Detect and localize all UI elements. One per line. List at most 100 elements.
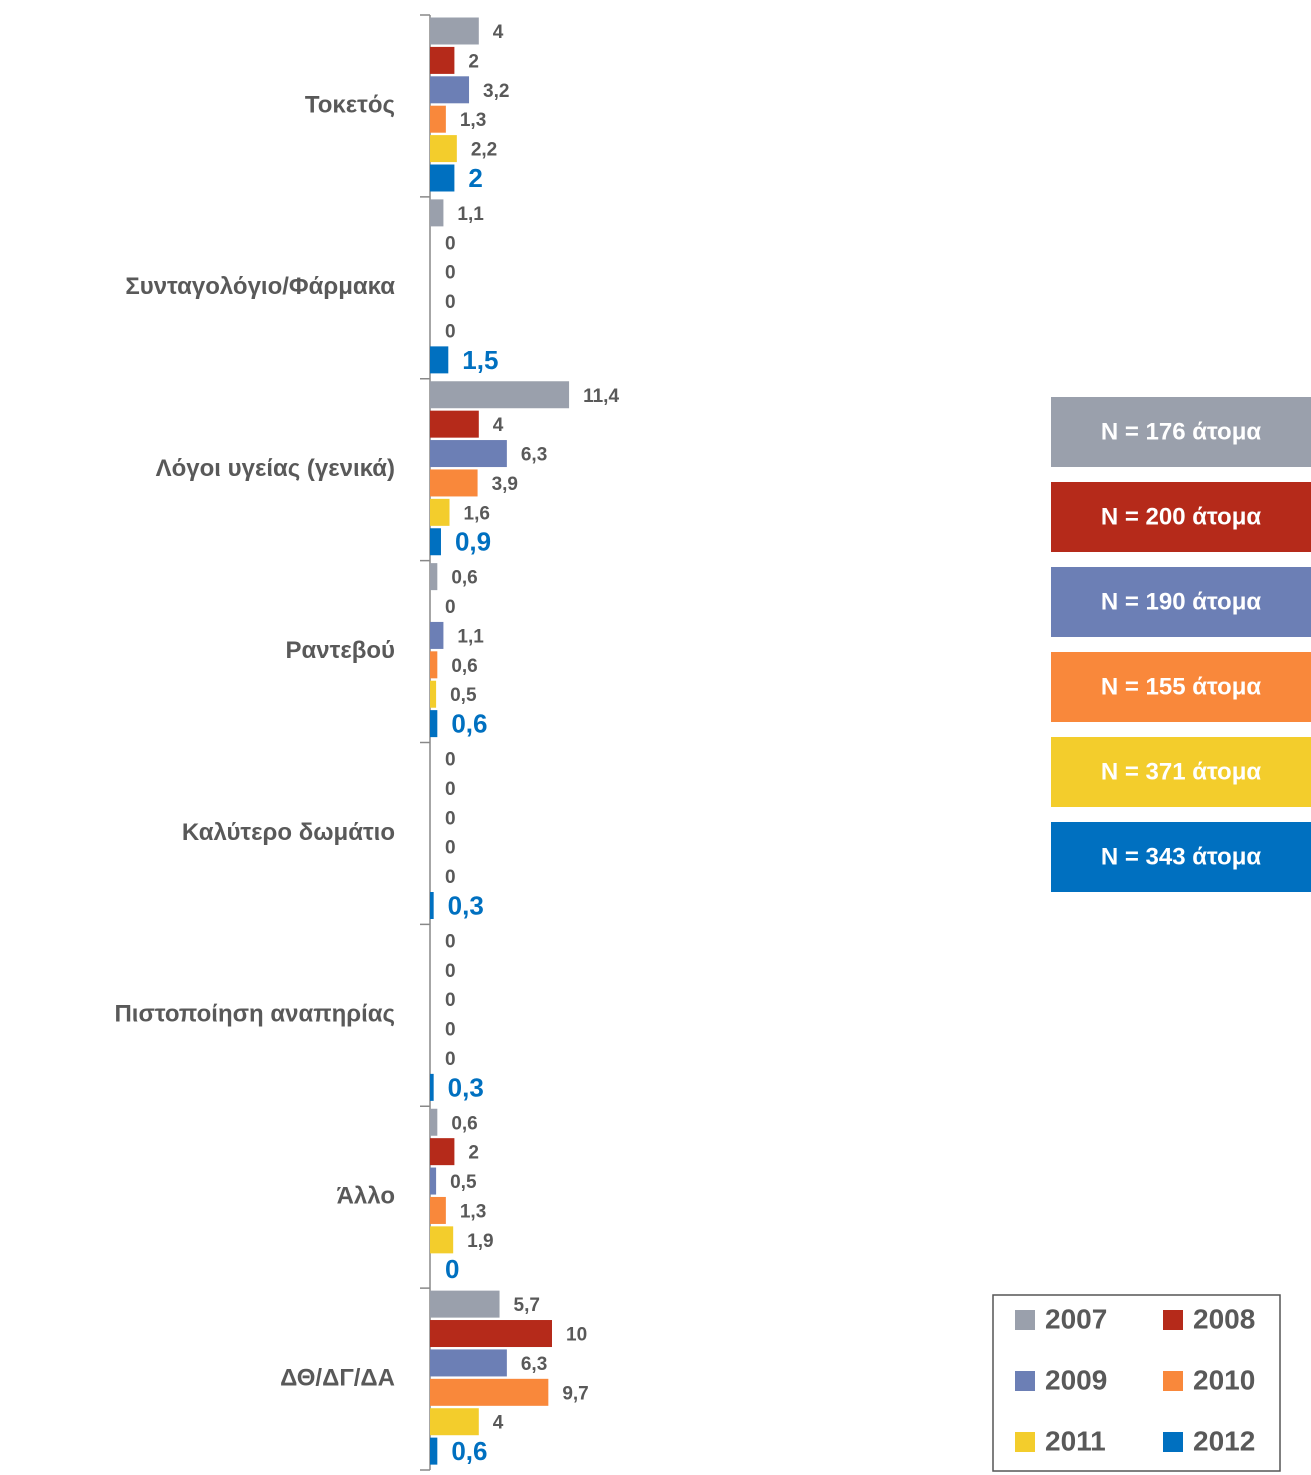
legend-label: 2012: [1193, 1425, 1255, 1456]
bar: [430, 498, 450, 526]
bar: [430, 1073, 434, 1101]
bar: [430, 440, 507, 468]
bar: [430, 1408, 479, 1436]
value-label: 1,6: [464, 503, 490, 524]
value-label: 0: [445, 233, 456, 254]
bar: [430, 76, 470, 104]
value-label: 0: [445, 990, 456, 1011]
bar: [430, 105, 446, 133]
value-label: 4: [493, 415, 504, 436]
value-label: 6,3: [521, 1354, 547, 1375]
value-label: 0: [445, 597, 456, 618]
n-label: N = 343 άτομα: [1101, 843, 1262, 870]
bar: [430, 1349, 507, 1377]
n-label: N = 155 άτομα: [1101, 673, 1262, 700]
value-label: 0: [445, 867, 456, 888]
bar: [430, 892, 434, 919]
value-label: 0,5: [450, 1172, 477, 1193]
bar: [430, 1320, 552, 1348]
value-label: 0: [445, 808, 456, 829]
value-label: 0: [445, 263, 456, 284]
legend-label: 2009: [1045, 1364, 1107, 1395]
category-label: Τοκετός: [305, 91, 395, 118]
value-label: 0: [445, 750, 456, 771]
n-label: N = 200 άτομα: [1101, 503, 1262, 530]
value-label: 0: [445, 1049, 456, 1070]
value-label: 4: [493, 1413, 504, 1434]
value-label: 0: [445, 1254, 459, 1284]
value-label: 2: [468, 1143, 479, 1164]
bar: [430, 528, 441, 556]
value-label: 0: [445, 961, 456, 982]
value-label: 0,3: [448, 1072, 484, 1102]
bar: [430, 1138, 455, 1166]
bar: [430, 1226, 454, 1254]
legend-swatch: [1015, 1310, 1035, 1330]
value-label: 1,3: [460, 1201, 486, 1222]
bar: [430, 710, 438, 738]
legend-swatch: [1015, 1371, 1035, 1391]
bar: [430, 1290, 500, 1318]
category-label: Άλλο: [337, 1183, 395, 1210]
value-label: 4: [493, 22, 504, 43]
bar: [430, 199, 444, 227]
bar: [430, 135, 457, 163]
bar: [430, 1108, 438, 1136]
value-label: 11,4: [583, 386, 619, 407]
bar: [430, 563, 438, 591]
value-label: 2,2: [471, 140, 497, 161]
value-label: 0,6: [451, 1436, 487, 1466]
category-label: Ραντεβού: [286, 637, 396, 664]
value-label: 0,6: [451, 568, 477, 589]
value-label: 0,3: [448, 890, 484, 920]
bar: [430, 381, 570, 409]
bar: [430, 469, 478, 497]
value-label: 0: [445, 292, 456, 313]
legend-label: 2010: [1193, 1364, 1255, 1395]
value-label: 0,9: [455, 527, 491, 557]
bar: [430, 621, 444, 649]
bar: [430, 164, 455, 192]
n-box: [1051, 567, 1311, 637]
bar: [430, 346, 449, 374]
category-label: ΔΘ/ΔΓ/ΔΑ: [280, 1364, 395, 1391]
value-label: 5,7: [514, 1295, 540, 1316]
value-label: 0: [445, 321, 456, 342]
value-label: 3,2: [483, 81, 509, 102]
n-box: [1051, 822, 1311, 892]
legend-swatch: [1163, 1310, 1183, 1330]
bar: [430, 1378, 549, 1406]
value-label: 10: [566, 1325, 587, 1346]
value-label: 2: [468, 163, 482, 193]
value-label: 1,1: [457, 626, 484, 647]
value-label: 1,9: [467, 1231, 493, 1252]
legend-swatch: [1163, 1371, 1183, 1391]
bar: [430, 1196, 446, 1224]
value-label: 6,3: [521, 445, 547, 466]
category-label: Πιστοποίηση αναπηρίας: [114, 1001, 395, 1028]
value-label: 0,6: [451, 709, 487, 739]
value-label: 2: [468, 51, 479, 72]
legend-label: 2008: [1193, 1303, 1255, 1334]
value-label: 0,6: [451, 656, 477, 677]
value-label: 3,9: [492, 474, 518, 495]
bar: [430, 680, 437, 708]
n-label: N = 371 άτομα: [1101, 758, 1262, 785]
value-label: 1,5: [462, 345, 498, 375]
n-box: [1051, 737, 1311, 807]
category-label: Συνταγολόγιο/Φάρμακα: [125, 273, 395, 300]
n-box: [1051, 397, 1311, 467]
value-label: 0,6: [451, 1113, 477, 1134]
n-label: N = 190 άτομα: [1101, 588, 1262, 615]
legend-label: 2007: [1045, 1303, 1107, 1334]
value-label: 0,5: [450, 685, 477, 706]
value-label: 0: [445, 838, 456, 859]
bar: [430, 46, 455, 74]
legend-swatch: [1015, 1432, 1035, 1452]
value-label: 0: [445, 1020, 456, 1041]
category-label: Καλύτερο δωμάτιο: [182, 819, 395, 846]
value-label: 9,7: [562, 1383, 588, 1404]
n-box: [1051, 652, 1311, 722]
n-label: N = 176 άτομα: [1101, 418, 1262, 445]
